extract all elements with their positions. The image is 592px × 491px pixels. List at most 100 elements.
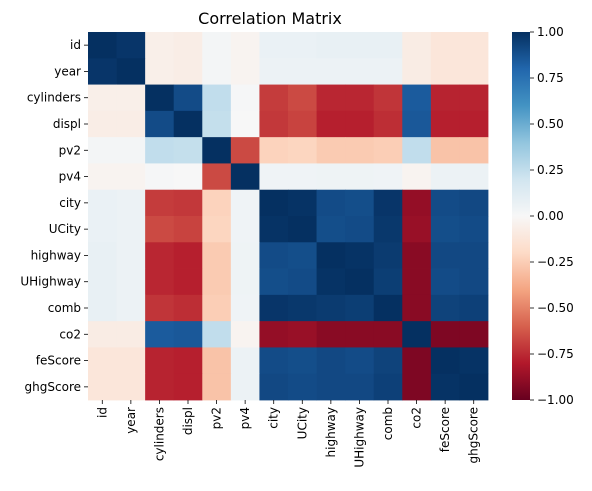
heatmap-cell-co2-feScore	[430, 321, 460, 348]
colorbar-gradient	[512, 32, 530, 400]
heatmap-cell-co2-ghgScore	[459, 321, 489, 348]
heatmap-cell-ghgScore-co2	[402, 373, 432, 401]
y-tick-label: UCity	[49, 222, 81, 236]
heatmap-cell-year-feScore	[430, 58, 460, 85]
heatmap-cell-pv4-id	[88, 163, 117, 191]
heatmap-cell-city-displ	[173, 189, 203, 217]
heatmap-cell-id-highway	[316, 32, 346, 59]
heatmap-cell-year-pv4	[230, 58, 260, 85]
heatmap-cell-comb-year	[116, 294, 146, 322]
heatmap-cell-city-cylinders	[145, 189, 175, 217]
heatmap-cell-feScore-co2	[402, 347, 432, 375]
heatmap-cell-co2-displ	[173, 321, 203, 348]
heatmap-cell-co2-id	[88, 321, 117, 348]
heatmap-cell-feScore-highway	[316, 347, 346, 375]
heatmap-cell-pv4-co2	[402, 163, 432, 191]
heatmap-cell-co2-city	[259, 321, 289, 348]
heatmap-cell-comb-highway	[316, 294, 346, 322]
heatmap-cell-comb-displ	[173, 294, 203, 322]
heatmap-cell-co2-highway	[316, 321, 346, 348]
heatmap-cell-pv2-year	[116, 137, 146, 164]
heatmap-cell-ghgScore-pv2	[202, 373, 232, 401]
heatmap-cell-highway-feScore	[430, 242, 460, 269]
heatmap-cell-displ-pv2	[202, 110, 232, 138]
heatmap-cell-cylinders-pv2	[202, 84, 232, 112]
heatmap-cell-cylinders-UHighway	[345, 84, 375, 112]
heatmap-cell-displ-city	[259, 110, 289, 138]
y-tick-label: comb	[48, 301, 81, 315]
heatmap-cell-UCity-id	[88, 216, 117, 243]
heatmap-cell-displ-co2	[402, 110, 432, 138]
y-tick-label: cylinders	[27, 91, 81, 105]
heatmap-cell-id-ghgScore	[459, 32, 489, 59]
heatmap-cell-UCity-pv2	[202, 216, 232, 243]
x-tick-label: ghgScore	[467, 407, 481, 463]
heatmap-cell-co2-UHighway	[345, 321, 375, 348]
heatmap-cell-year-ghgScore	[459, 58, 489, 85]
heatmap-cell-year-year	[116, 58, 146, 85]
heatmap-cell-id-year	[116, 32, 146, 59]
heatmap-cell-cylinders-ghgScore	[459, 84, 489, 112]
heatmap-cell-highway-comb	[373, 242, 403, 269]
heatmap-cell-pv4-year	[116, 163, 146, 191]
colorbar-tick-label: −0.50	[537, 301, 574, 315]
heatmap-cell-pv2-feScore	[430, 137, 460, 164]
heatmap-cell-highway-highway	[316, 242, 346, 269]
heatmap-cell-UCity-co2	[402, 216, 432, 243]
heatmap-cell-comb-feScore	[430, 294, 460, 322]
heatmap-cell-UHighway-pv2	[202, 268, 232, 296]
heatmap-cell-ghgScore-highway	[316, 373, 346, 401]
heatmap-cell-UCity-ghgScore	[459, 216, 489, 243]
y-tick-label: ghgScore	[25, 380, 81, 394]
heatmap-cell-id-cylinders	[145, 32, 175, 59]
heatmap-cell-displ-UCity	[288, 110, 317, 138]
heatmap-cell-pv2-highway	[316, 137, 346, 164]
colorbar-tick-label: −0.75	[537, 347, 574, 361]
heatmap-cell-highway-city	[259, 242, 289, 269]
heatmap-cell-pv2-co2	[402, 137, 432, 164]
colorbar-tick-label: −1.00	[537, 393, 574, 407]
heatmap-cell-cylinders-displ	[173, 84, 203, 112]
heatmap-cell-highway-cylinders	[145, 242, 175, 269]
x-tick-label: cylinders	[152, 407, 166, 461]
heatmap-cell-UCity-pv4	[230, 216, 260, 243]
heatmap-cell-UHighway-ghgScore	[459, 268, 489, 296]
heatmap-cell-pv4-highway	[316, 163, 346, 191]
heatmap-cell-id-displ	[173, 32, 203, 59]
heatmap-cell-UHighway-id	[88, 268, 117, 296]
heatmap-cell-ghgScore-cylinders	[145, 373, 175, 401]
heatmap-cell-feScore-city	[259, 347, 289, 375]
heatmap-cell-id-feScore	[430, 32, 460, 59]
heatmap-cell-city-ghgScore	[459, 189, 489, 217]
heatmap-cell-UCity-comb	[373, 216, 403, 243]
x-tick-label: pv2	[210, 407, 224, 429]
y-tick-label: highway	[31, 248, 81, 262]
heatmap-cell-displ-highway	[316, 110, 346, 138]
heatmap-cell-ghgScore-feScore	[430, 373, 460, 401]
heatmap-cell-year-cylinders	[145, 58, 175, 85]
heatmap-cell-UHighway-feScore	[430, 268, 460, 296]
heatmap-cell-co2-year	[116, 321, 146, 348]
heatmap-cell-cylinders-year	[116, 84, 146, 112]
x-tick-label: highway	[324, 407, 338, 457]
x-tick-label: pv4	[238, 407, 252, 429]
x-axis: id year cylinders displ pv2 pv4 city UCity highw…	[95, 400, 481, 468]
heatmap-cell-year-highway	[316, 58, 346, 85]
heatmap-cell-ghgScore-year	[116, 373, 146, 401]
heatmap-cell-city-UHighway	[345, 189, 375, 217]
heatmap-cell-year-co2	[402, 58, 432, 85]
x-tick-label: UHighway	[352, 407, 366, 468]
heatmap-cell-UCity-displ	[173, 216, 203, 243]
heatmap-cell-comb-pv4	[230, 294, 260, 322]
heatmap-cell-pv4-pv2	[202, 163, 232, 191]
heatmap-cell-feScore-id	[88, 347, 117, 375]
heatmap-cell-UHighway-pv4	[230, 268, 260, 296]
heatmap-cell-UCity-highway	[316, 216, 346, 243]
heatmap-cell-highway-pv4	[230, 242, 260, 269]
heatmap-cell-city-UCity	[288, 189, 317, 217]
heatmap-cell-ghgScore-comb	[373, 373, 403, 401]
colorbar-tick-label: 0.00	[537, 209, 564, 223]
heatmap-cell-id-city	[259, 32, 289, 59]
heatmap-cell-feScore-displ	[173, 347, 203, 375]
